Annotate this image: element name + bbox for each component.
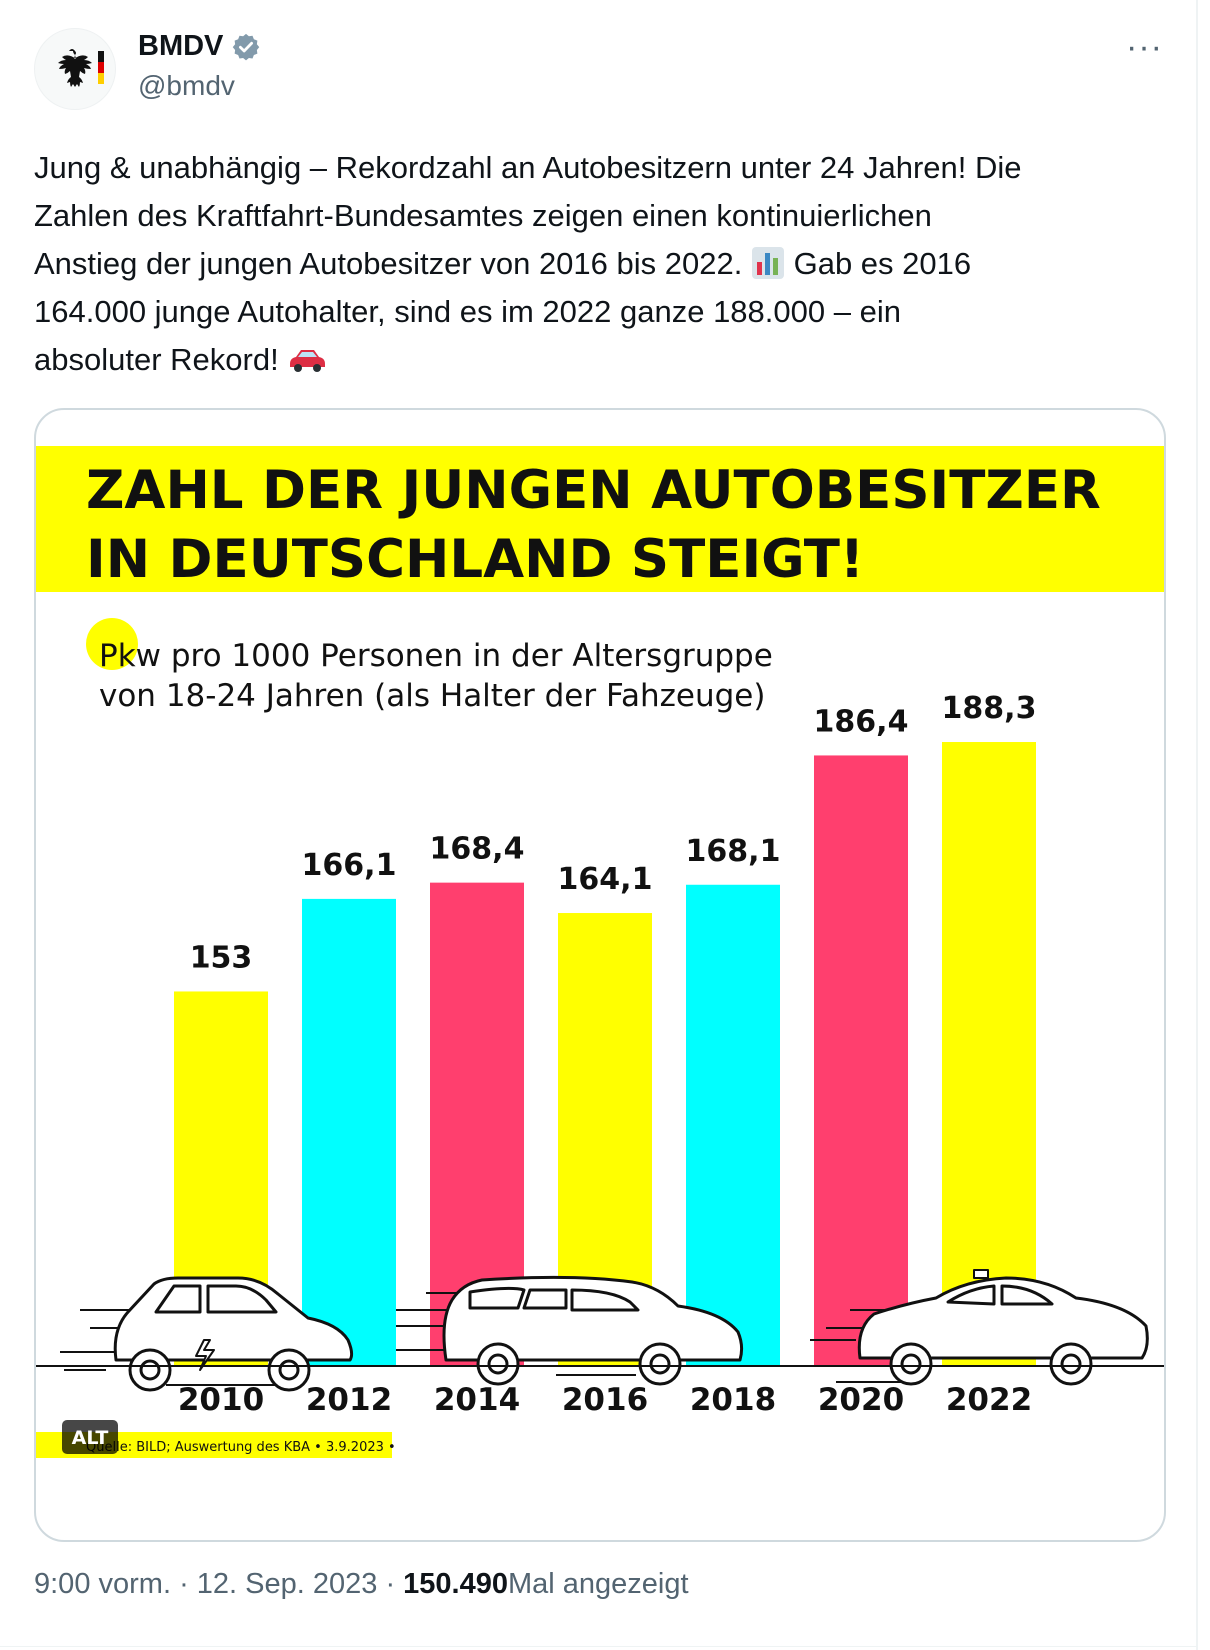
bar-2012	[302, 898, 396, 1366]
account-name-row: BMDV	[138, 30, 261, 63]
timeline-divider	[1196, 0, 1198, 1650]
alt-badge[interactable]	[62, 1420, 118, 1454]
federal-eagle-icon	[58, 49, 104, 87]
view-count: 150.490	[403, 1568, 508, 1600]
view-count-label: Mal angezeigt	[508, 1568, 689, 1600]
x-tick-label-2018: 2018	[690, 1382, 776, 1418]
car-hatchback-illustration	[60, 1276, 354, 1392]
tweet-line: absoluter Rekord!	[34, 336, 1154, 384]
value-label-2012: 166,1	[302, 848, 397, 883]
alt-badge-label[interactable]: ALT	[72, 1427, 109, 1449]
tweet-line: 164.000 junge Autohalter, sind es im 202…	[34, 294, 901, 329]
tweet-line: Jung & unabhängig – Rekordzahl an Autobe…	[34, 150, 1022, 185]
car-emoji-icon	[290, 350, 326, 372]
account-name[interactable]: BMDV	[138, 30, 224, 62]
tweet-line: Zahlen des Kraftfahrt-Bundesamtes zeigen…	[34, 198, 932, 233]
tweet-meta: 9:00 vorm. · 12. Sep. 2023 · 150.490Mal …	[34, 1568, 689, 1600]
value-label-2016: 164,1	[558, 862, 653, 897]
tweet-time[interactable]: 9:00 vorm.	[34, 1568, 171, 1600]
headline-line: IN DEUTSCHLAND STEIGT!	[86, 529, 864, 590]
car-taxi-illustration	[810, 1269, 1149, 1386]
chart-subtitle: Pkw pro 1000 Personen in der Altersgrupp…	[99, 638, 773, 674]
x-tick-label-2010: 2010	[178, 1382, 264, 1418]
tweet-image[interactable]: ZAHL DER JUNGEN AUTOBESITZER IN DEUTSCHL…	[34, 408, 1166, 1542]
avatar[interactable]	[34, 28, 116, 110]
tweet-text: Jung & unabhängig – Rekordzahl an Autobe…	[34, 144, 1154, 384]
tweet-divider	[0, 1646, 1196, 1647]
bar-2020	[814, 755, 908, 1366]
x-tick-label-2012: 2012	[306, 1382, 392, 1418]
value-label-2018: 168,1	[686, 834, 781, 869]
value-label-2014: 168,4	[430, 832, 525, 867]
tweet-date[interactable]: 12. Sep. 2023	[196, 1568, 378, 1600]
chart-subtitle: von 18-24 Jahren (als Halter der Fahzeug…	[99, 678, 765, 714]
infographic: ZAHL DER JUNGEN AUTOBESITZER IN DEUTSCHL…	[36, 446, 1164, 1458]
bar-2022	[942, 742, 1036, 1366]
headline-line: ZAHL DER JUNGEN AUTOBESITZER	[86, 460, 1101, 521]
account-handle[interactable]: @bmdv	[138, 70, 235, 101]
x-tick-label-2016: 2016	[562, 1382, 648, 1418]
value-label-2022: 188,3	[942, 691, 1037, 726]
more-horizontal-icon[interactable]: ···	[1126, 28, 1163, 66]
value-label-2020: 186,4	[814, 704, 909, 739]
highlight-dot	[86, 618, 138, 670]
value-label-2010: 153	[190, 940, 253, 975]
tweet-line: Anstieg der jungen Autobesitzer von 2016…	[34, 246, 972, 281]
headline-band	[36, 446, 1164, 592]
bar-chart-emoji-icon	[751, 247, 784, 279]
x-tick-label-2022: 2022	[946, 1382, 1032, 1418]
bar-2018	[686, 884, 780, 1366]
car-wagon-illustration	[396, 1275, 744, 1386]
x-tick-label-2014: 2014	[434, 1382, 520, 1418]
x-tick-label-2020: 2020	[818, 1382, 904, 1418]
verified-badge-icon[interactable]	[231, 32, 261, 62]
source-note: Quelle: BILD; Auswertung des KBA • 3.9.2…	[86, 1440, 396, 1455]
